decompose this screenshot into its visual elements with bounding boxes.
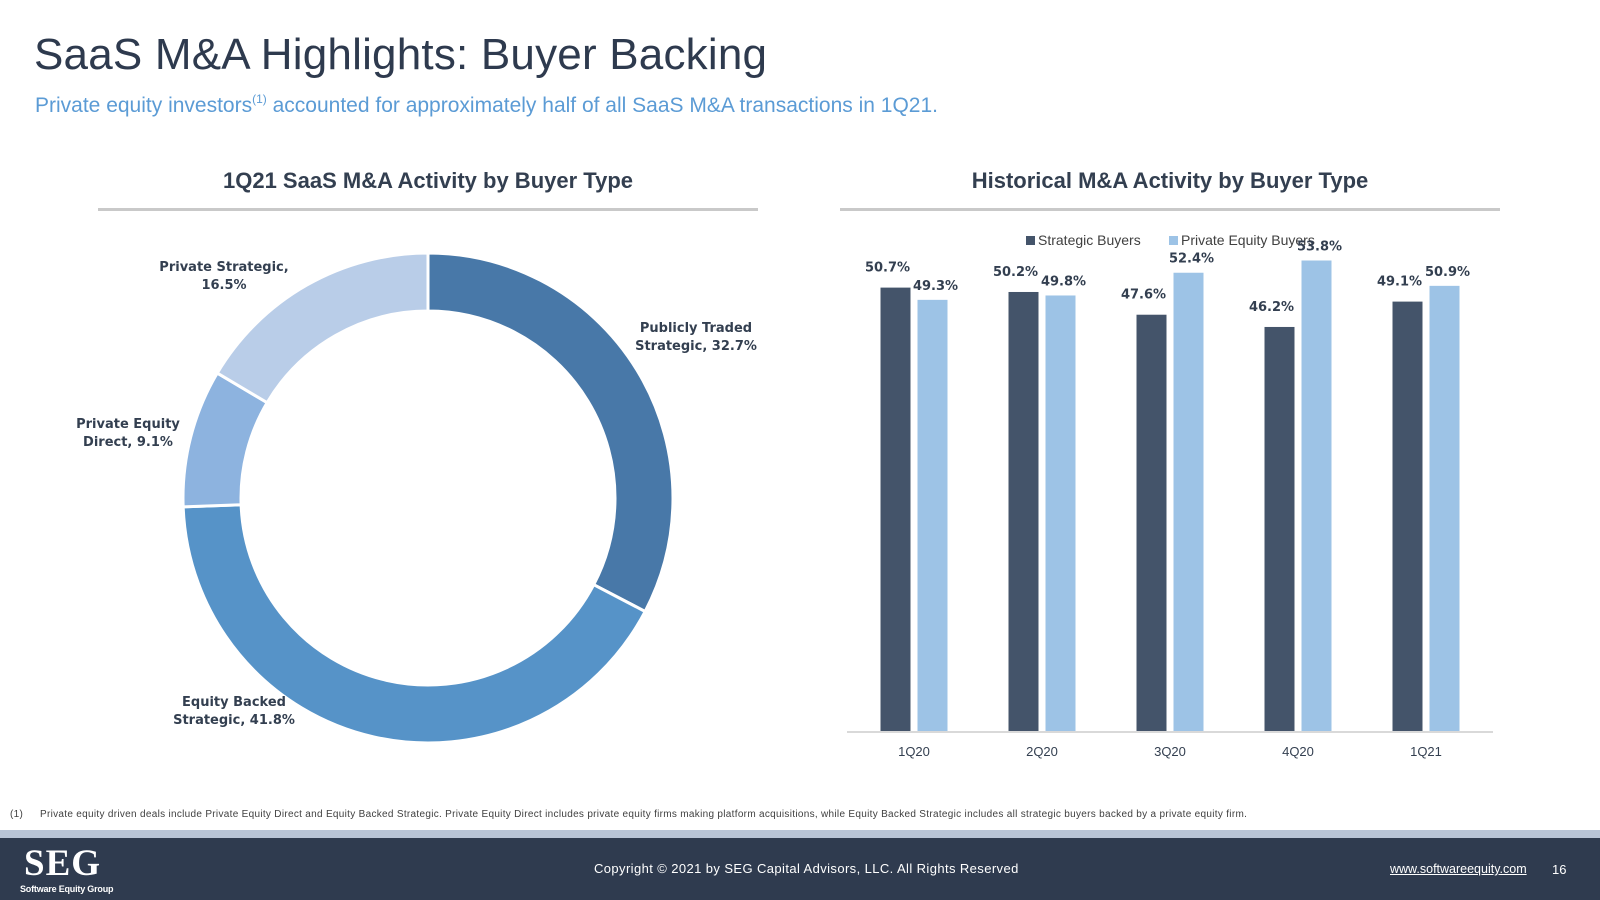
footnote-text: Private equity driven deals include Priv… — [40, 809, 1248, 820]
bar-data-label: 49.1% — [1377, 275, 1422, 290]
x-tick-label: 2Q20 — [1026, 744, 1058, 759]
donut-chart-title: 1Q21 SaaS M&A Activity by Buyer Type — [223, 168, 633, 193]
donut-slice-label: Private Equity Direct, 9.1% — [76, 417, 180, 450]
page-title: SaaS M&A Highlights: Buyer Backing — [34, 30, 768, 79]
bar — [1392, 301, 1423, 731]
x-tick-label: 3Q20 — [1154, 744, 1186, 759]
bar — [1045, 295, 1076, 731]
donut-slice-label: Publicly Traded Strategic, 32.7% — [635, 321, 757, 354]
bar — [1008, 291, 1039, 731]
footer-accent-strip — [0, 830, 1600, 838]
bar-data-label: 50.7% — [865, 261, 910, 276]
donut-slice-label: Private Strategic, 16.5% — [159, 260, 288, 293]
footer-bar — [0, 838, 1600, 900]
subtitle-text: Private equity investors — [35, 94, 253, 117]
footnote-reference[interactable]: (1) — [252, 92, 267, 106]
bar-chart-title: Historical M&A Activity by Buyer Type — [971, 168, 1369, 193]
bar-data-label: 53.8% — [1297, 239, 1342, 254]
bar-data-label: 52.4% — [1169, 252, 1214, 267]
bar — [1136, 314, 1167, 731]
legend-label: Private Equity Buyers — [1181, 232, 1315, 248]
donut-slice-label: Equity Backed Strategic, 41.8% — [173, 695, 295, 728]
bar-data-label: 47.6% — [1121, 288, 1166, 303]
seg-logo[interactable]: SEG — [24, 843, 102, 884]
page-number: 16 — [1552, 862, 1567, 877]
copyright-text: Copyright © 2021 by SEG Capital Advisors… — [594, 861, 1019, 876]
donut-chart: Publicly Traded Strategic, 32.7% Equity Ba… — [76, 251, 757, 745]
charts-canvas: Publicly Traded Strategic, 32.7% Equity Ba… — [76, 232, 1493, 759]
bar — [1173, 272, 1204, 731]
bar-data-label: 50.9% — [1425, 265, 1470, 280]
bar — [880, 287, 911, 731]
bar — [917, 299, 948, 731]
bar-chart: Strategic Buyers Private Equity Buyers 50.… — [847, 232, 1493, 759]
bar — [1264, 326, 1295, 731]
seg-logo-subtitle: Software Equity Group — [20, 884, 114, 894]
footnote: (1) Private equity driven deals include P… — [10, 809, 1247, 820]
bar-data-label: 49.3% — [913, 279, 958, 294]
legend-swatch — [1026, 236, 1035, 245]
page-subtitle: Private equity investors(1) accounted fo… — [35, 92, 938, 118]
footnote-number: (1) — [10, 809, 24, 820]
bar-data-label: 50.2% — [993, 265, 1038, 280]
subtitle-text-end: accounted for approximately half of all … — [266, 94, 938, 117]
bar — [1429, 285, 1460, 731]
legend-label: Strategic Buyers — [1038, 232, 1141, 248]
legend-swatch — [1169, 236, 1178, 245]
left-panel-divider — [98, 208, 758, 211]
donut-slice — [426, 251, 675, 614]
bar-data-label: 46.2% — [1249, 300, 1294, 315]
x-tick-label: 4Q20 — [1282, 744, 1314, 759]
x-tick-label: 1Q20 — [898, 744, 930, 759]
right-panel-divider — [840, 208, 1500, 211]
donut-slice — [181, 503, 648, 745]
bar-data-label: 49.8% — [1041, 274, 1086, 289]
bar — [1301, 260, 1332, 731]
website-link[interactable]: www.softwareequity.com — [1390, 862, 1527, 876]
x-tick-label: 1Q21 — [1410, 744, 1442, 759]
donut-slice — [215, 251, 430, 405]
